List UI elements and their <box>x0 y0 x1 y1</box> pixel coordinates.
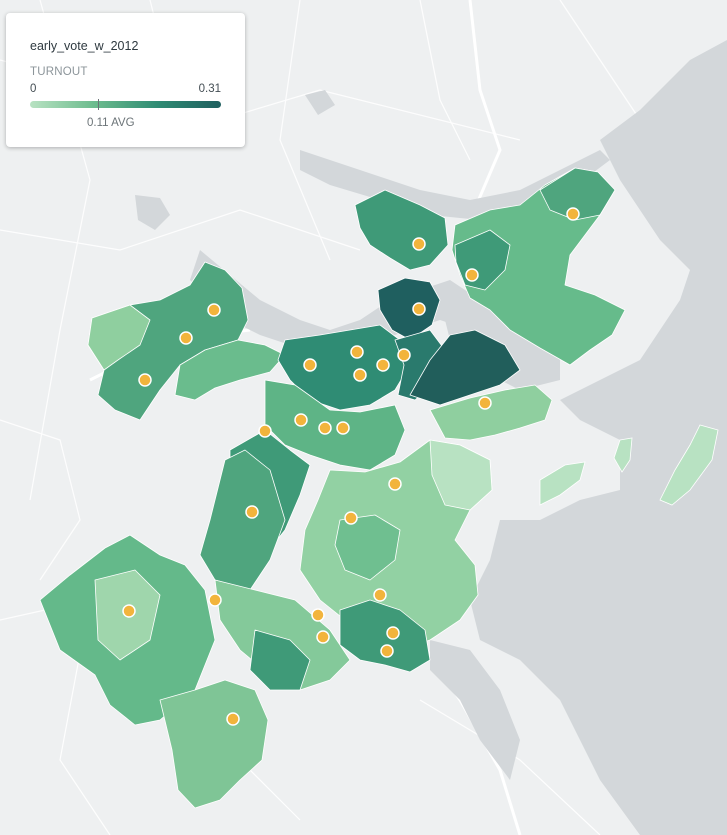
marker[interactable] <box>566 207 580 221</box>
legend-max-value: 0.31 <box>198 83 221 95</box>
marker[interactable] <box>344 511 358 525</box>
region-dorchester-s <box>339 599 431 673</box>
region-allston <box>174 339 286 401</box>
region-mattapan <box>249 629 311 691</box>
marker[interactable] <box>412 237 426 251</box>
marker[interactable] <box>380 644 394 658</box>
island-thompson <box>613 437 633 473</box>
neponset-river <box>430 640 520 780</box>
water-bodies <box>135 40 727 835</box>
region-eastboston-n <box>539 167 616 221</box>
marker[interactable] <box>350 345 364 359</box>
marker[interactable] <box>353 368 367 382</box>
marker[interactable] <box>388 477 402 491</box>
marker[interactable] <box>373 588 387 602</box>
pond-a <box>135 195 170 230</box>
legend-avg-tick <box>97 99 99 110</box>
charles-river <box>190 250 510 350</box>
region-brighton-w <box>87 304 151 371</box>
marker[interactable] <box>179 331 193 345</box>
legend-min-value: 0 <box>30 83 37 95</box>
region-backbay <box>277 324 411 411</box>
marker[interactable] <box>478 396 492 410</box>
marker[interactable] <box>316 630 330 644</box>
region-seaport <box>409 329 521 406</box>
region-southend <box>264 379 406 471</box>
marker[interactable] <box>336 421 350 435</box>
marker[interactable] <box>376 358 390 372</box>
marker[interactable] <box>465 268 479 282</box>
legend-panel: early_vote_w_2012 TURNOUT 0 0.31 0.11 AV… <box>6 13 245 147</box>
region-roslindale <box>214 579 351 691</box>
marker[interactable] <box>208 593 222 607</box>
marker[interactable] <box>122 604 136 618</box>
region-jamaicaplain <box>199 449 286 591</box>
marker[interactable] <box>303 358 317 372</box>
marker[interactable] <box>397 348 411 362</box>
marker[interactable] <box>412 302 426 316</box>
marker[interactable] <box>207 303 221 317</box>
pond-b <box>305 90 335 115</box>
legend-color-ramp <box>30 101 221 108</box>
region-northend <box>377 277 441 341</box>
region-dorchester-e <box>429 439 493 511</box>
region-dorchester-c <box>334 514 401 581</box>
harbor-islands <box>539 424 719 506</box>
choropleth-layer <box>39 167 626 809</box>
legend-metric-label: TURNOUT <box>30 66 88 78</box>
region-charlestown <box>354 189 449 271</box>
marker[interactable] <box>386 626 400 640</box>
precinct-markers <box>122 207 580 726</box>
island-long <box>659 424 719 506</box>
marker[interactable] <box>258 424 272 438</box>
harbor-water <box>470 40 727 835</box>
legend-avg-label: 0.11 AVG <box>87 117 135 129</box>
region-southboston <box>429 384 553 441</box>
marker[interactable] <box>226 712 240 726</box>
marker[interactable] <box>138 373 152 387</box>
marker[interactable] <box>294 413 308 427</box>
marker[interactable] <box>311 608 325 622</box>
island-spectacle <box>539 461 586 506</box>
marker[interactable] <box>245 505 259 519</box>
region-hydepark <box>159 679 269 809</box>
legend-title: early_vote_w_2012 <box>30 39 139 53</box>
marker[interactable] <box>318 421 332 435</box>
